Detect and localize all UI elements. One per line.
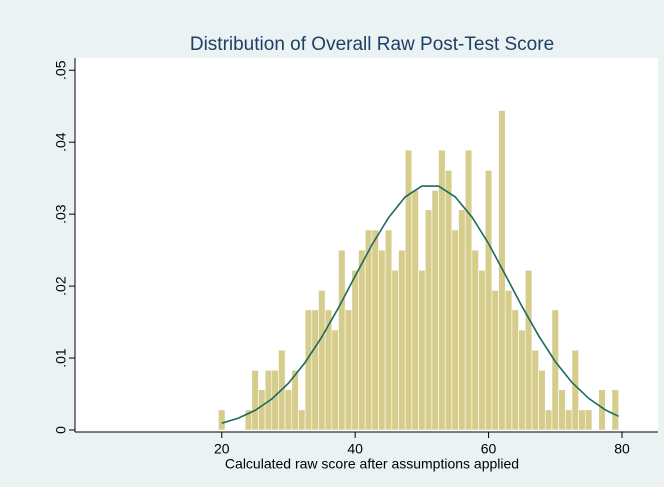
bar [478,269,486,431]
bar [444,169,453,431]
bar [431,190,439,431]
bar [578,409,586,431]
y-tick-label: 0 [53,426,69,434]
bar [331,329,339,431]
bar [284,389,293,431]
chart-title: Distribution of Overall Raw Post-Test Sc… [190,34,554,55]
bar [344,309,353,431]
bar [404,149,413,431]
bar [311,309,319,431]
bar [378,249,386,431]
bar [358,249,366,431]
density-curve [221,185,619,424]
bar [558,389,566,431]
y-tick-label: .04 [53,132,69,152]
bar [338,249,346,431]
bar [464,149,473,431]
y-tick-label: .03 [53,204,69,224]
bar [544,409,553,431]
bar [531,349,539,431]
bar [371,229,379,431]
bar [518,329,526,431]
bar [451,229,459,431]
bar [438,149,446,431]
bar [351,269,359,431]
y-tick-label: .01 [53,348,69,368]
bar [318,290,326,431]
bar [471,249,479,431]
bar [364,229,373,431]
bar [218,409,226,431]
bar [538,369,546,431]
bar [251,369,259,431]
bar [611,389,619,431]
bar [271,369,279,431]
bar [498,110,506,431]
bar [571,349,579,431]
bar [304,309,313,431]
y-tick-label: .05 [53,60,69,80]
x-tick-label: 80 [614,441,630,457]
bar [418,269,426,431]
bar [584,409,593,431]
bar [484,169,493,431]
x-tick-label: 60 [481,441,497,457]
bar [391,269,399,431]
bar [511,309,519,431]
bar [564,409,573,431]
x-tick-label: 20 [214,441,230,457]
x-tick-label: 40 [347,441,363,457]
bar [551,309,559,431]
bar [384,229,393,431]
bar [458,209,466,431]
bar [491,290,499,431]
bar [424,209,433,431]
y-tick-label: .02 [53,276,69,296]
bar [291,369,299,431]
bar [398,249,406,431]
bar [298,409,306,431]
bar [258,389,266,431]
x-axis-label: Calculated raw score after assumptions a… [225,456,519,472]
bar [524,269,533,431]
bar [504,290,513,431]
bar [411,190,419,431]
